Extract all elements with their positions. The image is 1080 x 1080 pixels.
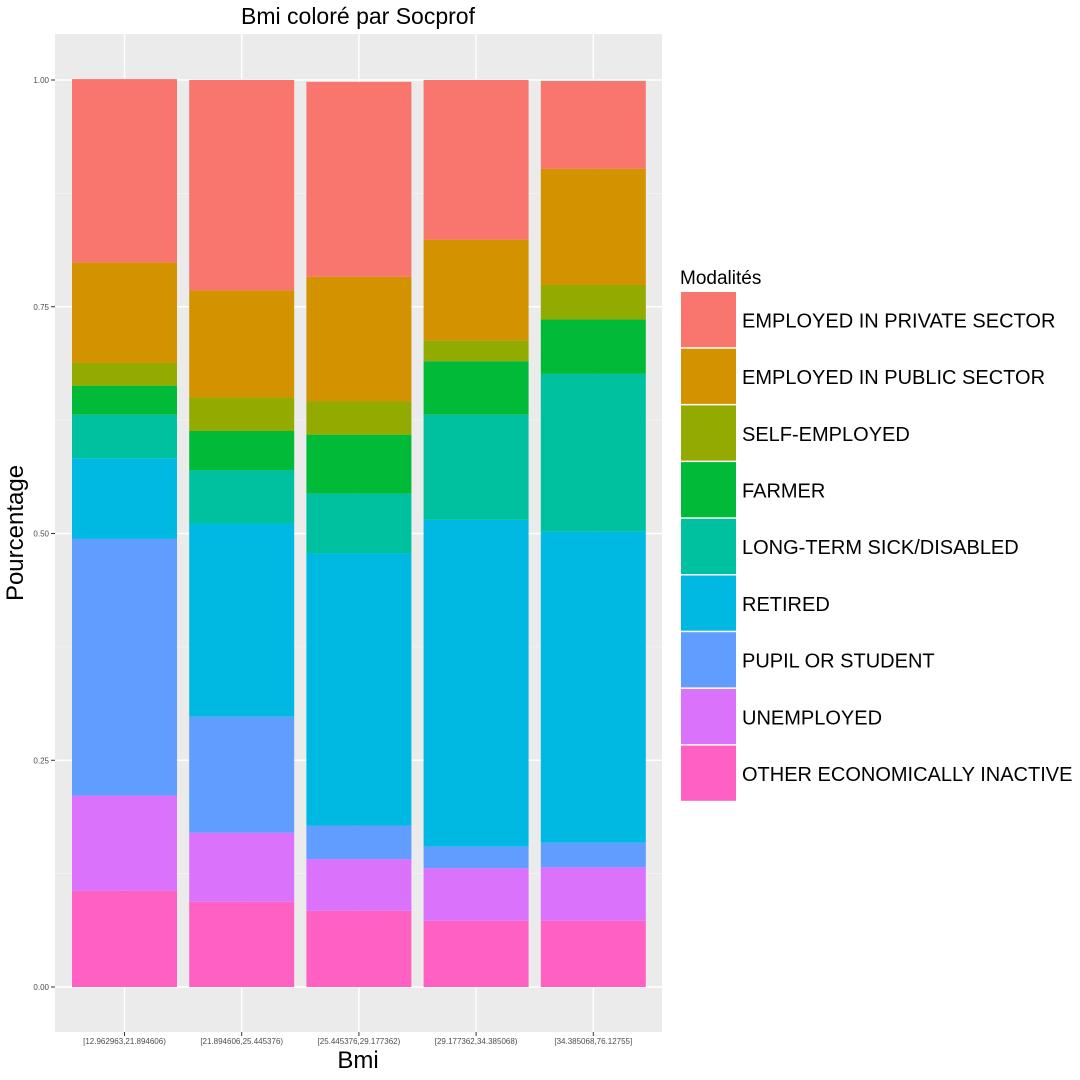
bar-segment — [540, 867, 646, 921]
bar-segment — [423, 519, 529, 847]
bar-segment — [189, 470, 295, 524]
legend-key — [681, 462, 736, 518]
bar-segment — [306, 553, 412, 826]
x-tick-label: [29.177362,34.385068) — [435, 1037, 518, 1046]
bar-segment — [540, 842, 646, 868]
legend: EMPLOYED IN PRIVATE SECTOR EMPLOYED IN PU… — [681, 292, 1072, 801]
bar-segment — [540, 531, 646, 843]
bar-segment — [72, 538, 177, 796]
x-tick-label: [12.962963,21.894606) — [83, 1037, 166, 1046]
bar-segment — [189, 523, 295, 717]
legend-key — [681, 292, 736, 348]
y-tick-label: 0.00 — [33, 983, 49, 992]
bar-segment — [540, 319, 646, 374]
bar-segment — [189, 80, 295, 291]
bar-segment — [72, 458, 177, 539]
bar-segment — [72, 79, 177, 263]
legend-label: UNEMPLOYED — [742, 707, 882, 729]
bar-segment — [72, 362, 177, 386]
y-tick-label: 0.50 — [33, 530, 49, 539]
legend-key — [681, 348, 736, 404]
bar-segment — [306, 434, 412, 494]
x-tick-label: [25.445376,29.177362) — [318, 1037, 401, 1046]
x-axis: [12.962963,21.894606) [21.894606,25.44537… — [83, 1032, 632, 1046]
bar-segment — [423, 414, 529, 520]
legend-label: EMPLOYED IN PRIVATE SECTOR — [742, 310, 1055, 332]
bar-segment — [540, 373, 646, 532]
bar-segment — [189, 290, 295, 398]
legend-key — [681, 575, 736, 631]
legend-key — [681, 405, 736, 461]
bar-segment — [306, 276, 412, 402]
bar-segment — [72, 385, 177, 415]
bar-segment — [306, 825, 412, 860]
bar-segment — [423, 239, 529, 341]
bar-segment — [189, 832, 295, 902]
legend-label: OTHER ECONOMICALLY INACTIVE — [742, 764, 1072, 786]
legend-label: FARMER — [742, 480, 825, 502]
x-axis-title: Bmi — [337, 1047, 378, 1074]
bar-segment — [306, 910, 412, 987]
bar-segment — [72, 262, 177, 363]
bar-segment — [423, 846, 529, 869]
legend-label: LONG-TERM SICK/DISABLED — [742, 537, 1019, 559]
bar-segment — [189, 901, 295, 987]
legend-label: RETIRED — [742, 594, 830, 616]
bar-segment — [189, 716, 295, 833]
bar-segment — [540, 284, 646, 320]
bars — [72, 79, 646, 987]
bar-segment — [540, 920, 646, 987]
bar-segment — [423, 340, 529, 362]
y-tick-label: 0.75 — [33, 303, 49, 312]
bar-segment — [306, 859, 412, 911]
y-tick-label: 1.00 — [33, 76, 49, 85]
legend-title: Modalités — [680, 268, 761, 289]
bar-segment — [306, 401, 412, 435]
bar-segment — [423, 80, 529, 240]
legend-key — [681, 745, 736, 801]
bar-segment — [423, 920, 529, 987]
legend-key — [681, 688, 736, 745]
x-tick-label: [34.385068,76.12755] — [554, 1037, 632, 1046]
y-axis-title: Pourcentage — [2, 465, 29, 601]
legend-label: EMPLOYED IN PUBLIC SECTOR — [742, 367, 1045, 389]
bar-segment — [72, 414, 177, 459]
bar-segment — [540, 80, 646, 169]
legend-label: PUPIL OR STUDENT — [742, 651, 935, 673]
bar-segment — [189, 431, 295, 471]
legend-key — [681, 518, 736, 574]
legend-label: SELF-EMPLOYED — [742, 424, 910, 446]
bar-segment — [72, 795, 177, 891]
y-tick-label: 0.25 — [33, 756, 49, 765]
bar-segment — [306, 493, 412, 554]
bar-segment — [72, 890, 177, 987]
chart-title: Bmi coloré par Socprof — [241, 3, 476, 29]
y-axis: 0.00 0.25 0.50 0.75 1.00 — [33, 76, 55, 992]
bar-segment — [306, 81, 412, 277]
bar-segment — [189, 397, 295, 432]
bar-segment — [540, 168, 646, 285]
x-tick-label: [21.894606,25.445376) — [200, 1037, 283, 1046]
bar-segment — [423, 361, 529, 415]
legend-key — [681, 632, 736, 688]
bar-segment — [423, 868, 529, 921]
